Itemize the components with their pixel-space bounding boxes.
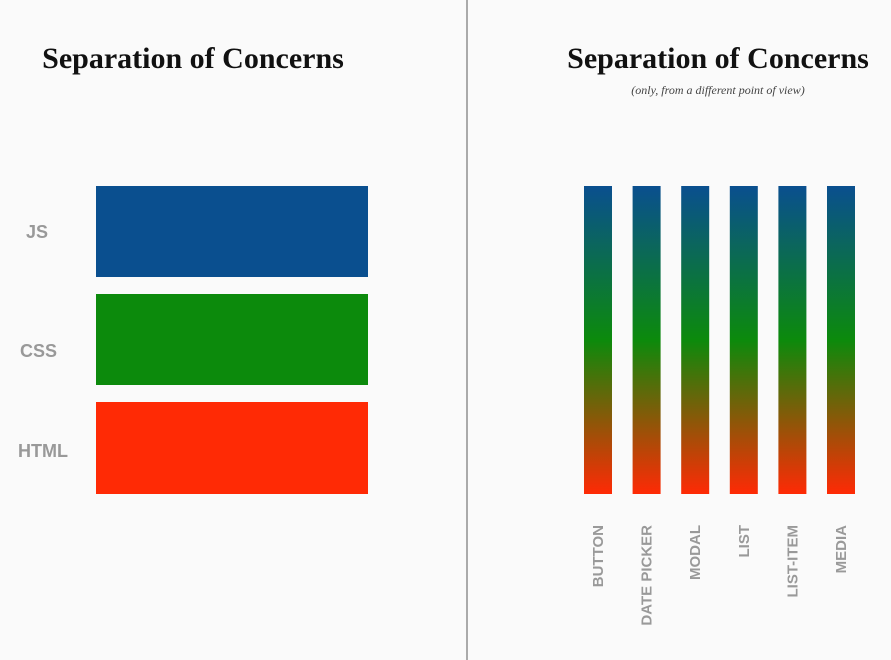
layer-css bbox=[96, 294, 368, 385]
component-label: MEDIA bbox=[833, 525, 850, 574]
component-column bbox=[827, 186, 855, 494]
component-column bbox=[681, 186, 710, 494]
layer-label: HTML bbox=[18, 441, 68, 461]
component-label: MODAL bbox=[687, 525, 704, 580]
component-label: LIST bbox=[736, 525, 753, 558]
component-column bbox=[729, 186, 758, 494]
right-subtitle: (only, from a different point of view) bbox=[631, 83, 804, 97]
component-label: DATE PICKER bbox=[639, 525, 656, 626]
layer-label: CSS bbox=[20, 341, 57, 361]
layer-label: JS bbox=[26, 222, 48, 242]
component-label: LIST-ITEM bbox=[784, 525, 801, 598]
left-title: Separation of Concerns bbox=[42, 42, 344, 75]
component-column bbox=[778, 186, 807, 494]
component-column bbox=[584, 186, 612, 494]
layer-html bbox=[96, 402, 368, 494]
layer-js bbox=[96, 186, 368, 277]
components: BUTTON DATE PICKER MODAL LIST LIST-ITEM MEDIA bbox=[584, 186, 855, 626]
right-title: Separation of Concerns bbox=[567, 42, 869, 75]
component-column bbox=[632, 186, 661, 494]
component-label: BUTTON bbox=[590, 525, 607, 587]
